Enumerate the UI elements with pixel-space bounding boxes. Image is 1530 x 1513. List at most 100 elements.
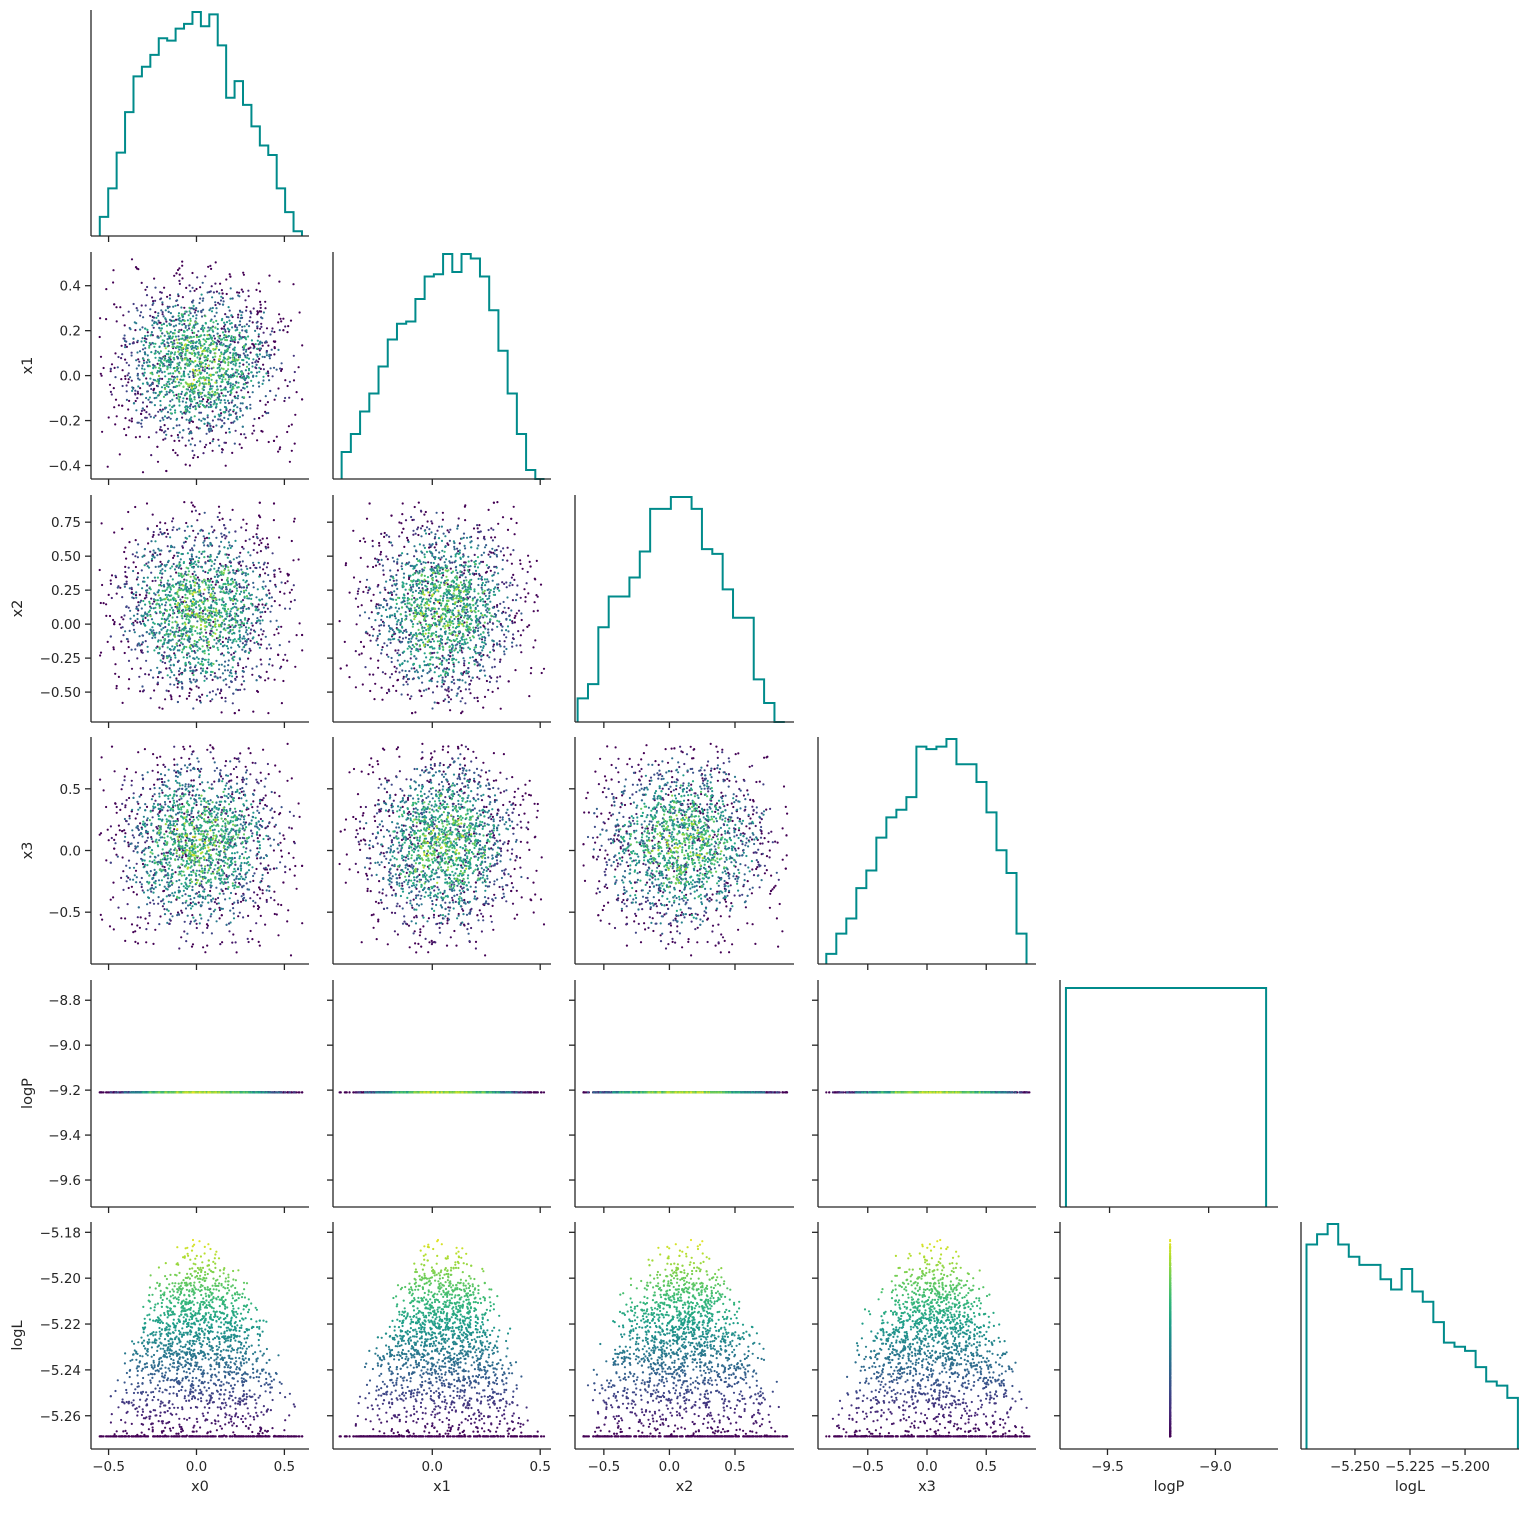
scatter-point: [445, 668, 447, 670]
scatter-point: [99, 336, 101, 338]
scatter-point: [160, 404, 162, 406]
scatter-point: [206, 695, 208, 697]
scatter-point: [165, 470, 167, 472]
scatter-point: [144, 347, 146, 349]
scatter-point: [176, 378, 178, 380]
scatter-point: [391, 585, 393, 587]
scatter-point: [180, 342, 182, 344]
scatter-point: [463, 662, 465, 664]
scatter-point: [207, 334, 209, 336]
scatter-point: [491, 666, 493, 668]
y-tick-label: −0.25: [40, 651, 81, 667]
scatter-point: [217, 418, 219, 420]
scatter-point: [211, 327, 213, 329]
scatter-point: [227, 664, 229, 666]
scatter-point: [258, 381, 260, 383]
scatter-point: [245, 589, 247, 591]
scatter-point: [170, 657, 172, 659]
scatter-point: [214, 301, 216, 303]
scatter-point: [220, 591, 222, 593]
scatter-point: [178, 424, 180, 426]
scatter-point: [174, 636, 176, 638]
scatter-point: [185, 325, 187, 327]
scatter-point: [196, 679, 198, 681]
scatter-point: [499, 675, 501, 677]
scatter-point: [169, 360, 171, 362]
scatter-point: [190, 608, 192, 610]
scatter-point: [432, 638, 434, 640]
scatter-point: [376, 558, 378, 560]
scatter-point: [178, 587, 180, 589]
scatter-point: [217, 328, 219, 330]
scatter-point: [255, 375, 257, 377]
scatter-point: [207, 572, 209, 574]
scatter-point: [512, 633, 514, 635]
scatter-point: [167, 345, 169, 347]
scatter-point: [232, 639, 234, 641]
scatter-point: [172, 639, 174, 641]
scatter-point: [133, 402, 135, 404]
scatter-point: [216, 571, 218, 573]
scatter-point: [198, 551, 200, 553]
scatter-point: [168, 332, 170, 334]
scatter-point: [291, 589, 293, 591]
scatter-point: [376, 637, 378, 639]
scatter-point: [184, 663, 186, 665]
scatter-point: [188, 692, 190, 694]
scatter-point: [185, 343, 187, 345]
scatter-point: [258, 333, 260, 335]
scatter-point: [536, 560, 538, 562]
scatter-point: [128, 426, 130, 428]
scatter-point: [234, 540, 236, 542]
scatter-point: [264, 572, 266, 574]
scatter-point: [502, 547, 504, 549]
scatter-point: [228, 541, 230, 543]
scatter-point: [126, 638, 128, 640]
scatter-point: [288, 641, 290, 643]
scatter-point: [249, 648, 251, 650]
scatter-point: [147, 542, 149, 544]
scatter-point: [200, 663, 202, 665]
scatter-point: [193, 591, 195, 593]
scatter-point: [395, 690, 397, 692]
scatter-point: [263, 607, 265, 609]
scatter-point: [131, 623, 133, 625]
scatter-point: [153, 531, 155, 533]
scatter-point: [241, 329, 243, 331]
scatter-point: [220, 296, 222, 298]
scatter-point: [218, 519, 220, 521]
scatter-point: [256, 527, 258, 529]
scatter-point: [514, 533, 516, 535]
scatter-point: [160, 360, 162, 362]
scatter-point: [201, 631, 203, 633]
scatter-point: [145, 594, 147, 596]
scatter-point: [134, 648, 136, 650]
scatter-point: [191, 352, 193, 354]
scatter-point: [182, 581, 184, 583]
scatter-point: [181, 379, 183, 381]
scatter-point: [154, 577, 156, 579]
scatter-point: [162, 645, 164, 647]
scatter-point: [212, 590, 214, 592]
scatter-point: [221, 389, 223, 391]
scatter-point: [196, 632, 198, 634]
scatter-point: [453, 682, 455, 684]
scatter-point: [197, 310, 199, 312]
scatter-point: [235, 593, 237, 595]
scatter-point: [189, 405, 191, 407]
scatter-point: [208, 644, 210, 646]
scatter-point: [124, 583, 126, 585]
scatter-point: [150, 615, 152, 617]
scatter-point: [246, 361, 248, 363]
scatter-point: [238, 556, 240, 558]
scatter-point: [204, 446, 206, 448]
scatter-point: [113, 387, 115, 389]
scatter-point: [166, 610, 168, 612]
scatter-point: [159, 420, 161, 422]
scatter-point: [444, 680, 446, 682]
scatter-point: [165, 407, 167, 409]
scatter-point: [367, 592, 369, 594]
scatter-point: [194, 372, 196, 374]
scatter-point: [154, 300, 156, 302]
scatter-point: [161, 327, 163, 329]
